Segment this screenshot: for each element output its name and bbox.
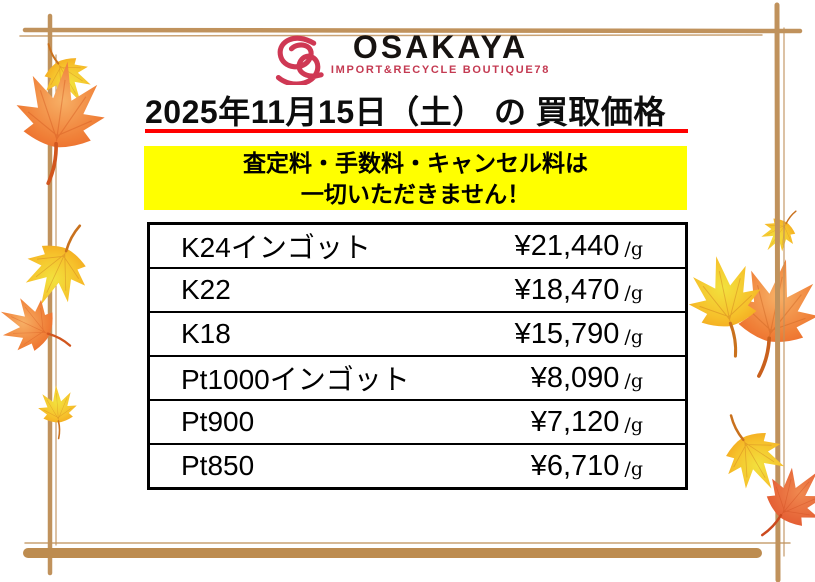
table-row: K22 ¥18,470 /g <box>150 269 685 313</box>
maple-leaf-icon <box>0 285 84 371</box>
brand-tagline: IMPORT&RECYCLE BOUTIQUE78 <box>330 64 551 76</box>
price-value: ¥21,440 /g <box>515 230 643 263</box>
logo-text-block: OSAKAYA IMPORT&RECYCLE BOUTIQUE78 <box>331 31 550 76</box>
table-row: Pt900 ¥7,120 /g <box>150 401 685 445</box>
metal-label: K18 <box>181 318 231 349</box>
maple-leaf-icon <box>11 210 109 320</box>
title-underline <box>145 129 688 133</box>
table-row: K24インゴット ¥21,440 /g <box>150 225 685 269</box>
per-gram-unit: /g <box>624 281 643 304</box>
osakaya-logo-mark-icon <box>265 33 329 90</box>
price-amount: ¥18,470 <box>514 273 620 306</box>
fee-notice-line2: 一切いただきません！ <box>300 181 531 207</box>
price-table: K24インゴット ¥21,440 /g K22 ¥18,470 /g K18 ¥… <box>147 222 688 490</box>
price-value: ¥18,470 /g <box>515 274 643 307</box>
per-gram-unit: /g <box>624 237 643 260</box>
maple-leaf-cluster-right <box>678 199 815 388</box>
maple-leaf-cluster-bottom-right <box>702 399 815 557</box>
price-amount: ¥6,710 <box>530 449 620 482</box>
price-amount: ¥15,790 <box>514 317 620 350</box>
per-gram-unit: /g <box>624 413 643 436</box>
price-amount: ¥21,440 <box>514 229 620 262</box>
table-row: Pt850 ¥6,710 /g <box>150 445 685 487</box>
brand-name: OSAKAYA <box>352 29 529 65</box>
osakaya-logo: OSAKAYA IMPORT&RECYCLE BOUTIQUE78 <box>0 31 815 90</box>
maple-leaf-icon <box>35 382 80 441</box>
per-gram-unit: /g <box>624 325 643 348</box>
fee-notice-banner: 査定料・手数料・キャンセル料は 一切いただきません！ <box>144 146 687 210</box>
maple-leaf-icon <box>752 199 811 261</box>
metal-label: K22 <box>181 274 231 305</box>
table-row: Pt1000インゴット ¥8,090 /g <box>150 357 685 401</box>
metal-label: Pt900 <box>181 406 255 437</box>
per-gram-unit: /g <box>624 369 643 392</box>
metal-label: Pt850 <box>181 450 255 481</box>
price-amount: ¥7,120 <box>530 405 620 438</box>
price-amount: ¥8,090 <box>530 361 620 394</box>
fee-notice-line1: 査定料・手数料・キャンセル料は <box>243 150 588 176</box>
page-title: 2025年11月15日（土） の 買取価格 <box>145 94 666 130</box>
table-row: K18 ¥15,790 /g <box>150 313 685 357</box>
metal-label: K24インゴット <box>181 232 371 263</box>
price-value: ¥7,120 /g <box>531 406 643 439</box>
price-value: ¥8,090 /g <box>531 362 643 395</box>
per-gram-unit: /g <box>624 457 643 480</box>
price-value: ¥15,790 /g <box>515 318 643 351</box>
metal-label: Pt1000インゴット <box>181 364 410 395</box>
price-value: ¥6,710 /g <box>531 450 643 483</box>
